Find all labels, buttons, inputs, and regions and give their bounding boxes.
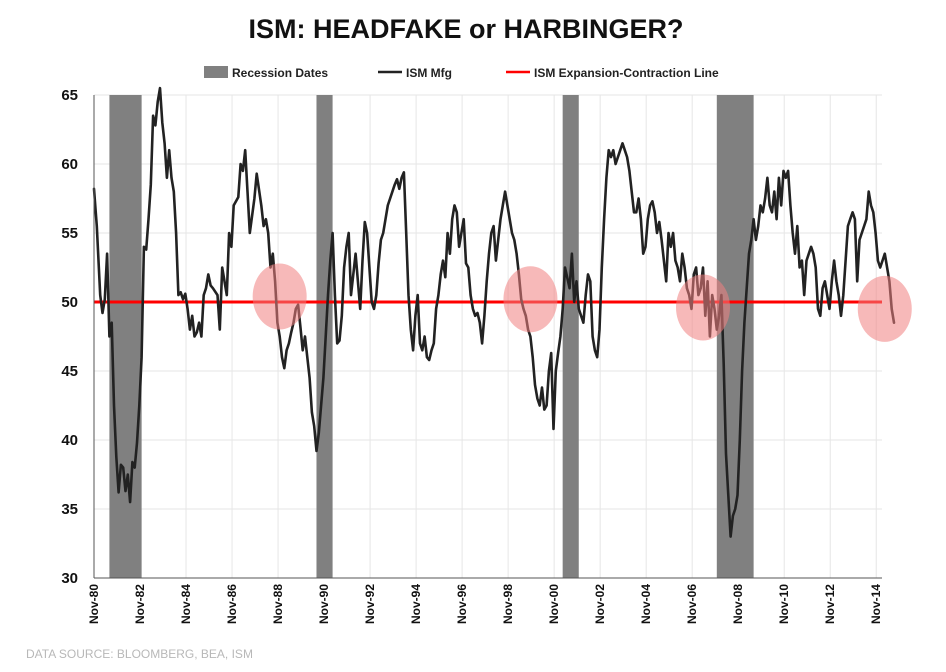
x-tick-label-3: Nov-86 (225, 584, 239, 624)
legend: Recession Dates ISM Mfg ISM Expansion-Co… (204, 66, 719, 80)
legend-label-ism: ISM Mfg (406, 66, 452, 80)
highlight-circle-1 (503, 266, 558, 333)
recession-band-2 (562, 95, 579, 578)
legend-label-recession: Recession Dates (232, 66, 328, 80)
y-tick-label-40: 40 (61, 432, 78, 449)
x-tick-label-10: Nov-00 (547, 584, 561, 624)
highlight-circle-3 (857, 275, 912, 342)
x-tick-labels: Nov-80 Nov-82 Nov-84 Nov-86 Nov-88 Nov-90 Nov-… (87, 584, 883, 624)
highlight-circle-2 (676, 274, 731, 341)
legend-label-threshold: ISM Expansion-Contraction Line (534, 66, 719, 80)
x-tick-label-0: Nov-80 (87, 584, 101, 624)
y-tick-label-35: 35 (61, 501, 78, 518)
recession-bands (109, 95, 754, 578)
y-tick-label-50: 50 (61, 294, 78, 311)
y-tick-label-65: 65 (61, 87, 78, 104)
x-tick-label-7: Nov-94 (409, 584, 423, 624)
x-tick-label-15: Nov-10 (777, 584, 791, 624)
axes (93, 95, 882, 579)
x-tick-label-6: Nov-92 (363, 584, 377, 624)
x-tick-label-16: Nov-12 (823, 584, 837, 624)
data-source-note: DATA SOURCE: BLOOMBERG, BEA, ISM (26, 647, 253, 661)
legend-swatch-recession (204, 66, 228, 78)
y-tick-labels: 30 35 40 45 50 55 60 65 (61, 87, 78, 587)
y-tick-label-45: 45 (61, 363, 78, 380)
x-tick-label-8: Nov-96 (455, 584, 469, 624)
y-tick-label-60: 60 (61, 156, 78, 173)
x-tick-label-14: Nov-08 (731, 584, 745, 624)
x-tick-label-12: Nov-04 (639, 584, 653, 624)
x-tick-label-1: Nov-82 (133, 584, 147, 624)
y-tick-label-55: 55 (61, 225, 78, 242)
recession-band-0 (109, 95, 142, 578)
series-line-ism-mfg (92, 86, 896, 538)
x-tick-label-13: Nov-06 (685, 584, 699, 624)
gridlines (93, 94, 882, 579)
highlight-circle-0 (252, 263, 307, 330)
chart-title: ISM: HEADFAKE or HARBINGER? (248, 14, 683, 44)
x-tick-label-17: Nov-14 (869, 584, 883, 624)
series-layer (92, 86, 896, 538)
x-tick-label-11: Nov-02 (593, 584, 607, 624)
x-tick-label-4: Nov-88 (271, 584, 285, 624)
y-tick-label-30: 30 (61, 570, 78, 587)
x-tick-label-5: Nov-90 (317, 584, 331, 624)
highlight-layer (252, 263, 912, 342)
x-tick-label-9: Nov-98 (501, 584, 515, 624)
x-tick-label-2: Nov-84 (179, 584, 193, 624)
